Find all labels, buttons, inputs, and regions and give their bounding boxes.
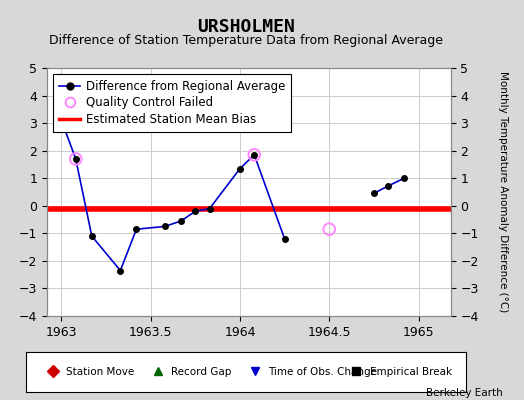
Text: Empirical Break: Empirical Break xyxy=(369,367,452,377)
Text: Time of Obs. Change: Time of Obs. Change xyxy=(268,367,377,377)
Point xyxy=(72,156,80,162)
Point xyxy=(250,152,258,158)
Point xyxy=(325,226,333,232)
Legend: Difference from Regional Average, Quality Control Failed, Estimated Station Mean: Difference from Regional Average, Qualit… xyxy=(53,74,291,132)
Y-axis label: Monthly Temperature Anomaly Difference (°C): Monthly Temperature Anomaly Difference (… xyxy=(498,71,508,313)
Text: Berkeley Earth: Berkeley Earth xyxy=(427,388,503,398)
Text: Difference of Station Temperature Data from Regional Average: Difference of Station Temperature Data f… xyxy=(49,34,443,47)
Text: URSHOLMEN: URSHOLMEN xyxy=(198,18,295,36)
Text: Station Move: Station Move xyxy=(66,367,134,377)
Text: Record Gap: Record Gap xyxy=(171,367,232,377)
